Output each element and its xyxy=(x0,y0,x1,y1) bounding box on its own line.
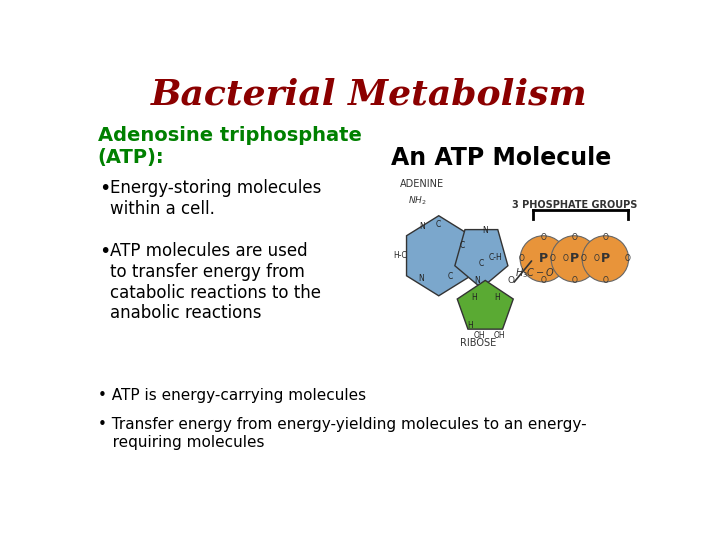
Text: N: N xyxy=(474,276,480,285)
Text: •: • xyxy=(99,242,111,261)
Text: O: O xyxy=(508,276,514,285)
Text: P: P xyxy=(539,252,548,265)
Text: O: O xyxy=(593,254,599,264)
Text: • Transfer energy from energy-yielding molecules to an energy-
   requiring mole: • Transfer energy from energy-yielding m… xyxy=(98,417,586,450)
Text: ADENINE: ADENINE xyxy=(400,179,444,189)
Text: O: O xyxy=(518,254,525,264)
Text: O: O xyxy=(550,254,556,264)
Text: C: C xyxy=(459,241,464,250)
Circle shape xyxy=(551,236,598,282)
Text: H: H xyxy=(494,293,500,302)
Text: O: O xyxy=(541,276,546,285)
Text: O: O xyxy=(541,233,546,242)
Text: C-H: C-H xyxy=(488,253,503,262)
Text: 3 PHOSPHATE GROUPS: 3 PHOSPHATE GROUPS xyxy=(512,200,637,210)
Text: $NH_2$: $NH_2$ xyxy=(408,195,426,207)
Text: Energy-storing molecules
within a cell.: Energy-storing molecules within a cell. xyxy=(110,179,322,218)
Text: N: N xyxy=(418,274,424,284)
Text: An ATP Molecule: An ATP Molecule xyxy=(391,146,611,170)
Text: O: O xyxy=(581,254,587,264)
Text: C: C xyxy=(479,259,484,268)
Text: RIBOSE: RIBOSE xyxy=(461,338,497,348)
Text: • ATP is energy-carrying molecules: • ATP is energy-carrying molecules xyxy=(98,388,366,403)
Polygon shape xyxy=(457,280,513,329)
Text: N: N xyxy=(419,222,425,231)
Text: OH: OH xyxy=(473,332,485,340)
Text: O: O xyxy=(562,254,568,264)
Circle shape xyxy=(520,236,567,282)
Text: $H_3C-O$: $H_3C-O$ xyxy=(515,266,554,280)
Text: OH: OH xyxy=(493,332,505,340)
Text: ATP molecules are used
to transfer energy from
catabolic reactions to the
anabol: ATP molecules are used to transfer energ… xyxy=(110,242,321,322)
Polygon shape xyxy=(455,230,508,288)
Text: H-C: H-C xyxy=(393,251,407,260)
Text: H: H xyxy=(471,293,477,302)
Text: O: O xyxy=(624,254,630,264)
Text: N: N xyxy=(482,226,488,235)
Text: P: P xyxy=(600,252,610,265)
Circle shape xyxy=(582,236,629,282)
Text: Adenosine triphosphate
(ATP):: Adenosine triphosphate (ATP): xyxy=(98,126,361,167)
Polygon shape xyxy=(407,215,471,296)
Text: C: C xyxy=(448,272,453,281)
Text: Bacterial Metabolism: Bacterial Metabolism xyxy=(150,77,588,111)
Text: O: O xyxy=(572,276,577,285)
Text: P: P xyxy=(570,252,579,265)
Text: O: O xyxy=(572,233,577,242)
Text: O: O xyxy=(603,233,608,242)
Text: H: H xyxy=(467,321,472,329)
Text: •: • xyxy=(99,179,111,198)
Text: O: O xyxy=(603,276,608,285)
Text: C: C xyxy=(436,220,441,230)
